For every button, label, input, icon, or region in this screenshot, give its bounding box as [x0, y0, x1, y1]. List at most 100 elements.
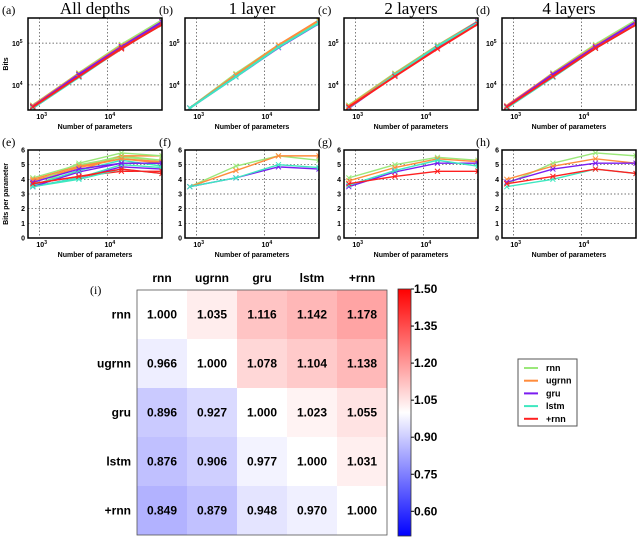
- y-tick-label: 104: [12, 81, 23, 90]
- data-point-+rnn: [159, 21, 162, 28]
- y-tick-label: 3: [178, 192, 182, 199]
- cell-value: 1.023: [297, 406, 327, 420]
- legend: rnn ugrnn gru lstm +rnn: [517, 358, 578, 427]
- y-tick-label: 105: [328, 39, 339, 48]
- row-label: gru: [112, 406, 131, 420]
- data-point-gru: [118, 160, 125, 167]
- data-point-rnn: [159, 153, 162, 159]
- cell-value: 1.142: [297, 308, 327, 322]
- heatmap-cell: [187, 290, 237, 339]
- y-tick-label: 6: [495, 148, 499, 155]
- colorbar-tick-label: 0.90: [414, 430, 438, 444]
- data-point-+rnn: [392, 73, 398, 80]
- series-line-gru: [506, 21, 636, 108]
- x-tick-label: 103: [352, 112, 363, 121]
- x-tick-label: 104: [262, 240, 273, 249]
- panel-title: 2 layers: [384, 0, 437, 18]
- column-label: gru: [252, 271, 271, 285]
- panel-e: (e) 103 104 0 1 2 3 4 5 6 Number of parameters Bits…: [2, 135, 163, 259]
- data-point-ugrnn: [592, 155, 599, 162]
- y-tick-label: 5: [495, 162, 499, 169]
- panel-label: (b): [159, 3, 173, 17]
- cell-value: 1.000: [297, 455, 327, 469]
- y-tick-label: 5: [21, 162, 25, 169]
- series-line-lstm: [32, 163, 162, 188]
- x-tick-label: 104: [105, 112, 116, 121]
- plot-frame: [343, 149, 479, 239]
- series-line-rnn: [32, 156, 162, 179]
- x-tick-label: 104: [421, 112, 432, 121]
- y-tick-label: 104: [328, 81, 339, 90]
- y-tick-label: 105: [12, 39, 23, 48]
- cell-value: 1.138: [347, 357, 377, 371]
- panel-label: (e): [2, 135, 15, 149]
- y-tick-label: 4: [495, 177, 499, 184]
- legend-label: +rnn: [546, 414, 566, 424]
- heatmap-cell: [137, 339, 187, 388]
- colorbar-tick-label: 1.20: [414, 356, 438, 370]
- series-group: [503, 18, 636, 110]
- cell-value: 0.876: [147, 455, 177, 469]
- data-point-+rnn: [503, 104, 510, 110]
- series-line-gru: [506, 162, 636, 183]
- y-tick-label: 0: [178, 236, 182, 243]
- plot-frame: [184, 17, 320, 111]
- heatmap-cell: [137, 486, 187, 535]
- heatmap-cell: [137, 388, 187, 437]
- x-tick-label: 104: [421, 240, 432, 249]
- panel-label: (a): [2, 3, 15, 17]
- data-point-lstm: [275, 44, 282, 50]
- data-point-ugrnn: [316, 153, 319, 159]
- series-line-lstm: [189, 163, 319, 188]
- series-line-rnn: [348, 156, 478, 179]
- series-group: [345, 18, 478, 110]
- plot-frame: [27, 149, 163, 239]
- panel-label: (i): [90, 283, 101, 297]
- y-tick-label: 3: [337, 192, 341, 199]
- legend-label: rnn: [546, 363, 561, 373]
- cell-value: 1.178: [347, 308, 377, 322]
- series-line-rnn: [189, 155, 319, 188]
- cell-value: 0.849: [147, 504, 177, 518]
- colorbar-tick-label: 1.35: [414, 319, 438, 333]
- data-point-+rnn: [475, 21, 478, 27]
- panel-label: (d): [476, 3, 490, 17]
- x-tick-label: 103: [36, 240, 47, 249]
- heatmap-cell: [137, 437, 187, 486]
- data-point-ugrnn: [118, 155, 125, 162]
- series-line-+rnn: [506, 168, 636, 185]
- heatmap-cell: [187, 437, 237, 486]
- row-label: +rnn: [105, 504, 131, 518]
- heatmap-cell: [287, 437, 337, 486]
- data-point-+rnn: [475, 168, 478, 175]
- data-point-gru: [592, 160, 599, 167]
- cell-value: 0.896: [147, 406, 177, 420]
- colorbar: 1.50 1.35 1.20 1.05 0.90 0.75 0.60: [397, 282, 438, 537]
- x-axis-label: Number of parameters: [374, 252, 449, 259]
- data-point-+rnn: [592, 166, 599, 172]
- series-group: [186, 153, 319, 190]
- panel-title: 4 layers: [542, 0, 595, 18]
- cell-value: 0.948: [247, 504, 277, 518]
- heatmap-cell: [337, 486, 387, 535]
- y-tick-label: 4: [21, 177, 25, 184]
- data-point-gru: [550, 166, 556, 172]
- heatmap-cell: [287, 339, 337, 388]
- cell-value: 0.906: [197, 455, 227, 469]
- series-line-+rnn: [348, 23, 478, 108]
- row-label: rnn: [112, 308, 131, 322]
- cell-value: 1.078: [247, 357, 277, 371]
- column-label: rnn: [152, 271, 171, 285]
- colorbar-tick-label: 1.05: [414, 393, 438, 407]
- data-point-+rnn: [550, 173, 556, 180]
- data-point-lstm: [475, 163, 478, 169]
- column-label: lstm: [300, 271, 325, 285]
- heatmap-cell: [237, 290, 287, 339]
- data-point-+rnn: [29, 104, 36, 110]
- series-line-ugrnn: [348, 158, 478, 182]
- y-tick-label: 5: [337, 162, 341, 169]
- data-point-rnn: [633, 153, 636, 159]
- colorbar-bar: [397, 288, 412, 537]
